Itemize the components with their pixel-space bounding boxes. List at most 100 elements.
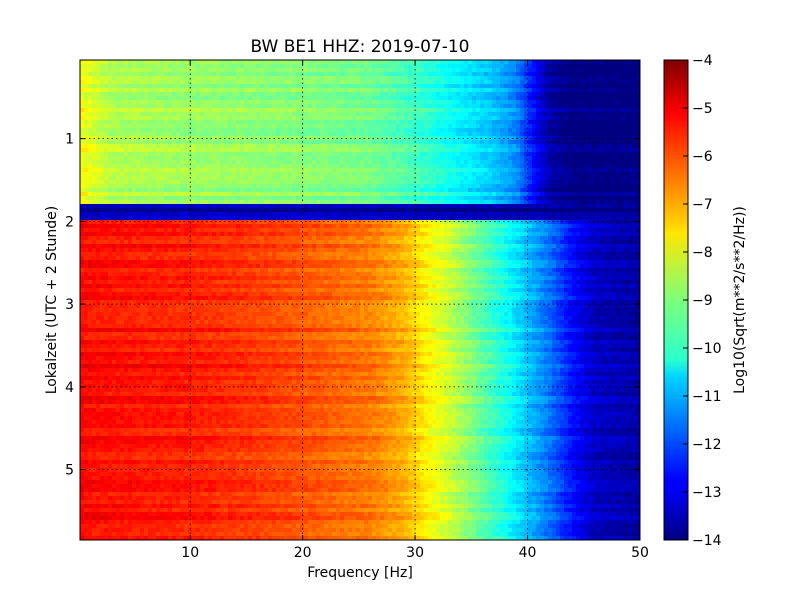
heatmap-cell [412,100,417,105]
heatmap-cell [208,96,213,101]
heatmap-cell [288,124,293,129]
heatmap-cell [560,172,565,177]
heatmap-cell [84,164,89,169]
heatmap-cell [132,104,137,109]
heatmap-cell [228,84,233,89]
heatmap-cell [612,104,617,109]
heatmap-cell [136,152,141,157]
heatmap-cell [280,64,285,69]
heatmap-cell [168,180,173,185]
heatmap-cell [116,172,121,177]
heatmap-cell [624,108,629,113]
heatmap-cell [584,192,589,197]
heatmap-cell [472,92,477,97]
heatmap-cell [304,112,309,117]
heatmap-cell [356,104,361,109]
heatmap-cell [436,116,441,121]
heatmap-cell [128,164,133,169]
heatmap-cell [496,132,501,137]
heatmap-cell [124,180,129,185]
heatmap-cell [440,192,445,197]
heatmap-cell [128,104,133,109]
heatmap-cell [548,124,553,129]
heatmap-cell [172,192,177,197]
heatmap-cell [536,144,541,149]
heatmap-cell [460,124,465,129]
heatmap-cell [604,148,609,153]
heatmap-cell [164,80,169,85]
heatmap-cell [612,128,617,133]
heatmap-cell [556,148,561,153]
heatmap-cell [492,92,497,97]
heatmap-cell [624,100,629,105]
heatmap-cell [184,72,189,77]
heatmap-cell [212,156,217,161]
heatmap-cell [88,96,93,101]
heatmap-cell [508,64,513,69]
heatmap-cell [592,156,597,161]
heatmap-cell [248,140,253,145]
heatmap-cell [540,196,545,201]
heatmap-cell [612,192,617,197]
heatmap-cell [120,192,125,197]
heatmap-cell [468,112,473,117]
heatmap-cell [256,176,261,181]
heatmap-cell [632,96,637,101]
heatmap-cell [588,68,593,73]
heatmap-cell [188,124,193,129]
heatmap-cell [88,196,93,201]
heatmap-cell [488,196,493,201]
heatmap-cell [604,140,609,145]
heatmap-cell [304,180,309,185]
heatmap-cell [372,152,377,157]
heatmap-cell [96,184,101,189]
heatmap-cell [108,156,113,161]
heatmap-cell [360,80,365,85]
heatmap-cell [140,124,145,129]
heatmap-cell [168,116,173,121]
heatmap-cell [356,80,361,85]
heatmap-cell [632,84,637,89]
heatmap-cell [356,140,361,145]
heatmap-cell [424,120,429,125]
heatmap-cell [84,184,89,189]
heatmap-cell [304,200,309,205]
heatmap-cell [260,116,265,121]
heatmap-cell [604,184,609,189]
heatmap-cell [392,192,397,197]
heatmap-cell [412,104,417,109]
heatmap-cell [232,152,237,157]
heatmap-cell [240,112,245,117]
heatmap-cell [288,108,293,113]
heatmap-cell [608,84,613,89]
heatmap-cell [128,76,133,81]
heatmap-cell [308,192,313,197]
heatmap-cell [460,128,465,133]
heatmap-cell [316,120,321,125]
heatmap-cell [288,144,293,149]
heatmap-cell [408,88,413,93]
heatmap-cell [420,128,425,133]
heatmap-cell [540,160,545,165]
heatmap-cell [168,196,173,201]
heatmap-cell [500,188,505,193]
heatmap-cell [96,152,101,157]
heatmap-cell [320,60,325,65]
heatmap-cell [388,192,393,197]
heatmap-cell [356,160,361,165]
heatmap-cell [492,96,497,101]
heatmap-cell [492,128,497,133]
heatmap-cell [556,172,561,177]
heatmap-cell [536,152,541,157]
heatmap-cell [328,144,333,149]
heatmap-cell [492,152,497,157]
heatmap-cell [152,196,157,201]
heatmap-cell [112,176,117,181]
heatmap-cell [632,164,637,169]
heatmap-cell [540,128,545,133]
heatmap-cell [592,148,597,153]
heatmap-cell [556,80,561,85]
heatmap-cell [288,168,293,173]
heatmap-cell [304,188,309,193]
heatmap-cell [88,192,93,197]
